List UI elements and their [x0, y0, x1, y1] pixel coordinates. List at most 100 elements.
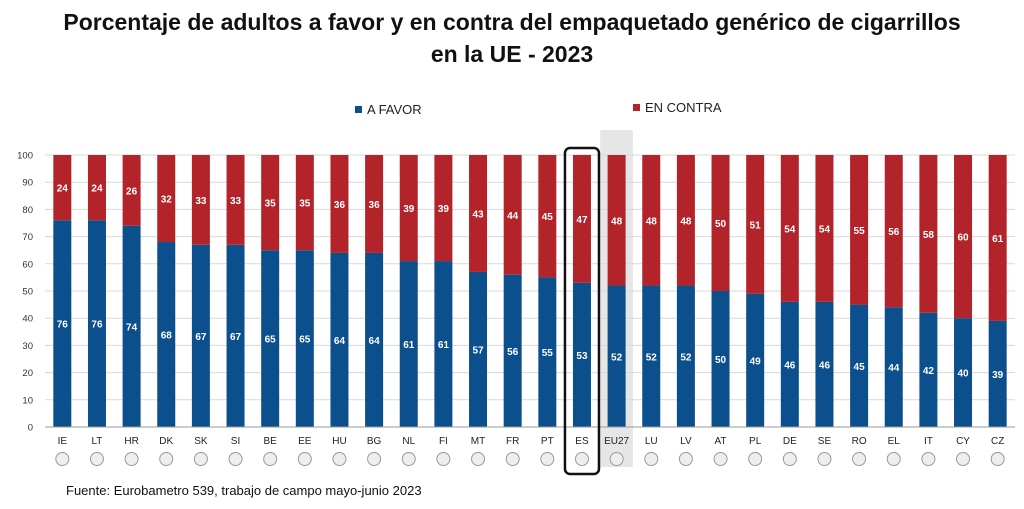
- bar-a-favor: [988, 320, 1007, 427]
- data-label-en-contra: 48: [680, 216, 692, 227]
- data-label-en-contra: 24: [57, 184, 69, 195]
- chart-title-line2: en la UE - 2023: [430, 41, 594, 67]
- x-tick-label: BE: [264, 436, 278, 447]
- x-tick-label: DE: [783, 436, 797, 447]
- data-label-a-favor: 55: [542, 348, 554, 359]
- bar-a-favor: [261, 250, 280, 427]
- bar-en-contra: [642, 155, 661, 286]
- bar-a-favor: [157, 242, 176, 427]
- data-label-a-favor: 39: [992, 370, 1004, 381]
- chart-title: Porcentaje de adultos a favor y en contr…: [0, 6, 1024, 70]
- bar-en-contra: [746, 155, 765, 294]
- y-tick-label: 70: [22, 232, 33, 243]
- data-label-en-contra: 43: [472, 209, 484, 220]
- bar-en-contra: [295, 155, 314, 251]
- x-tick-label: SK: [194, 436, 208, 447]
- bar-en-contra: [954, 155, 973, 319]
- data-label-a-favor: 67: [230, 332, 242, 343]
- flag-icon: [956, 452, 971, 466]
- bar-a-favor: [365, 252, 384, 427]
- data-label-a-favor: 42: [923, 366, 935, 377]
- flag-icon: [124, 452, 139, 466]
- flag-icon: [471, 452, 486, 466]
- x-tick-label: RO: [852, 436, 867, 447]
- y-tick-label: 10: [22, 395, 33, 406]
- data-label-a-favor: 64: [369, 336, 381, 347]
- data-label-en-contra: 35: [265, 199, 277, 210]
- data-label-en-contra: 32: [161, 195, 173, 206]
- flag-icon: [193, 452, 208, 466]
- flag-icon: [574, 452, 589, 466]
- flag-icon: [886, 452, 901, 466]
- data-label-a-favor: 61: [438, 340, 450, 351]
- data-label-en-contra: 61: [992, 234, 1004, 245]
- data-label-a-favor: 44: [888, 363, 900, 374]
- data-label-en-contra: 55: [854, 226, 866, 237]
- bar-en-contra: [572, 155, 591, 283]
- x-tick-label: CY: [956, 436, 970, 447]
- data-label-a-favor: 57: [472, 345, 484, 356]
- bar-en-contra: [261, 155, 280, 251]
- y-tick-label: 90: [22, 178, 33, 189]
- data-label-en-contra: 58: [923, 230, 935, 241]
- data-label-en-contra: 51: [750, 220, 762, 231]
- bar-a-favor: [607, 285, 626, 427]
- data-label-en-contra: 26: [126, 186, 138, 197]
- bar-en-contra: [676, 155, 695, 286]
- bar-a-favor: [469, 271, 488, 427]
- data-label-en-contra: 39: [438, 204, 450, 215]
- x-tick-label: PT: [541, 436, 554, 447]
- bar-en-contra: [607, 155, 626, 286]
- bar-a-favor: [572, 282, 591, 427]
- bar-en-contra: [469, 155, 488, 272]
- data-label-a-favor: 65: [265, 335, 277, 346]
- y-tick-label: 100: [17, 151, 33, 162]
- flag-icon: [263, 452, 278, 466]
- data-label-a-favor: 52: [646, 352, 658, 363]
- data-label-en-contra: 48: [646, 216, 658, 227]
- bar-en-contra: [919, 155, 938, 313]
- x-tick-label: FR: [506, 436, 519, 447]
- data-label-a-favor: 67: [195, 332, 207, 343]
- x-tick-label: BG: [367, 436, 382, 447]
- bar-a-favor: [919, 312, 938, 427]
- data-label-a-favor: 45: [854, 362, 866, 373]
- data-label-a-favor: 56: [507, 347, 519, 358]
- data-label-a-favor: 46: [819, 360, 831, 371]
- data-label-a-favor: 52: [611, 352, 623, 363]
- bar-a-favor: [399, 261, 418, 427]
- bar-en-contra: [157, 155, 176, 243]
- bar-en-contra: [226, 155, 245, 245]
- flag-icon: [159, 452, 174, 466]
- flag-icon: [713, 452, 728, 466]
- bar-en-contra: [988, 155, 1007, 321]
- y-tick-label: 50: [22, 287, 33, 298]
- flag-icon: [990, 452, 1005, 466]
- flag-icon: [540, 452, 555, 466]
- data-label-a-favor: 74: [126, 322, 138, 333]
- flag-icon: [817, 452, 832, 466]
- data-label-a-favor: 50: [715, 355, 727, 366]
- bar-a-favor: [676, 285, 695, 427]
- bar-a-favor: [884, 307, 903, 427]
- y-tick-label: 80: [22, 205, 33, 216]
- bar-en-contra: [330, 155, 349, 253]
- legend-swatch-a-favor: [355, 106, 362, 113]
- data-label-a-favor: 40: [957, 369, 969, 380]
- x-tick-label: MT: [471, 436, 485, 447]
- data-label-en-contra: 56: [888, 227, 900, 238]
- data-label-a-favor: 46: [784, 360, 796, 371]
- bar-a-favor: [642, 285, 661, 427]
- bar-en-contra: [53, 155, 72, 221]
- flag-icon: [332, 452, 347, 466]
- x-tick-label: LV: [680, 436, 692, 447]
- data-label-a-favor: 68: [161, 331, 173, 342]
- bar-en-contra: [815, 155, 834, 302]
- x-tick-label: HR: [124, 436, 138, 447]
- x-tick-label: CZ: [991, 436, 1004, 447]
- bar-en-contra: [850, 155, 869, 305]
- bar-en-contra: [884, 155, 903, 308]
- data-label-en-contra: 60: [957, 233, 969, 244]
- data-label-en-contra: 54: [819, 224, 831, 235]
- chart-title-line1: Porcentaje de adultos a favor y en contr…: [63, 9, 961, 35]
